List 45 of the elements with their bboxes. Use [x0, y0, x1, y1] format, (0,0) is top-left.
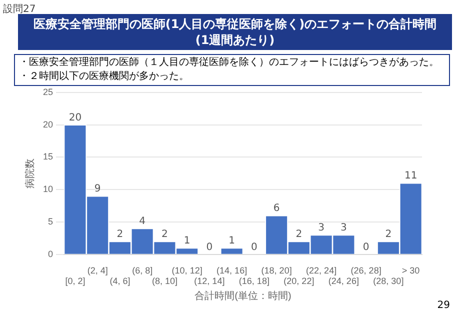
x-tick-label: (26, 28] — [350, 265, 382, 276]
x-tick-label: (8, 10] — [152, 276, 178, 286]
text: ・２時間以下の医療機関が多かった。 — [19, 70, 190, 84]
y-tick-label: 15 — [42, 152, 54, 162]
data-label: 0 — [206, 242, 213, 253]
x-tick-label: (14, 16] — [216, 265, 248, 276]
x-tick-label: (18, 20] — [261, 265, 292, 276]
x-tick-label: (28, 30] — [373, 276, 404, 286]
data-label: 2 — [385, 229, 392, 240]
data-label: 9 — [94, 184, 101, 195]
data-label: 3 — [340, 222, 347, 234]
data-label: 11 — [404, 170, 418, 182]
data-label: 20 — [68, 112, 82, 124]
data-label: 1 — [228, 236, 236, 247]
x-tick-label: (22, 24] — [306, 265, 337, 276]
data-label: 3 — [318, 222, 325, 234]
x-tick-label: > 30 — [402, 265, 420, 276]
data-label: 6 — [273, 203, 280, 214]
x-tick-label: [0, 2] — [65, 276, 86, 286]
x-tick-label: (24, 26] — [328, 276, 359, 286]
y-tick-label: 25 — [42, 86, 54, 97]
data-label: 4 — [139, 216, 146, 228]
chart-title: 医療安全管理部門の医師(1人目の専従医師を除く)のエフォートの合計時間 (1週間あたり) — [18, 14, 452, 50]
x-tick-label: (16, 18] — [238, 276, 270, 286]
y-tick-label: 5 — [48, 216, 54, 226]
x-axis-title: 合計時間(単位：時間) — [194, 290, 292, 302]
x-tick-label: (6, 8] — [132, 265, 153, 276]
x-tick-label: (10, 12] — [172, 265, 202, 276]
x-tick-label: (12, 14] — [194, 276, 225, 286]
text: 設問27 — [3, 2, 36, 16]
data-label: 1 — [184, 236, 190, 247]
data-label: 2 — [116, 229, 124, 240]
data-label: 2 — [162, 229, 168, 240]
y-tick-label: 0 — [48, 248, 54, 259]
x-tick-label: (4, 6] — [110, 276, 130, 286]
data-label: 0 — [251, 242, 258, 253]
y-tick-label: 20 — [42, 119, 54, 130]
x-tick-label: (2, 4] — [87, 265, 108, 276]
y-axis-title: 病院数 — [24, 158, 36, 188]
y-tick-label: 10 — [42, 184, 54, 194]
text: ・医療安全管理部門の医師（１人目の専従医師を除く）のエフォートにはばらつきがあった。 — [19, 56, 440, 70]
data-label: 2 — [296, 229, 302, 240]
text: 29 — [437, 300, 450, 311]
data-label: 0 — [362, 242, 370, 253]
x-tick-label: (20, 22] — [284, 276, 314, 286]
